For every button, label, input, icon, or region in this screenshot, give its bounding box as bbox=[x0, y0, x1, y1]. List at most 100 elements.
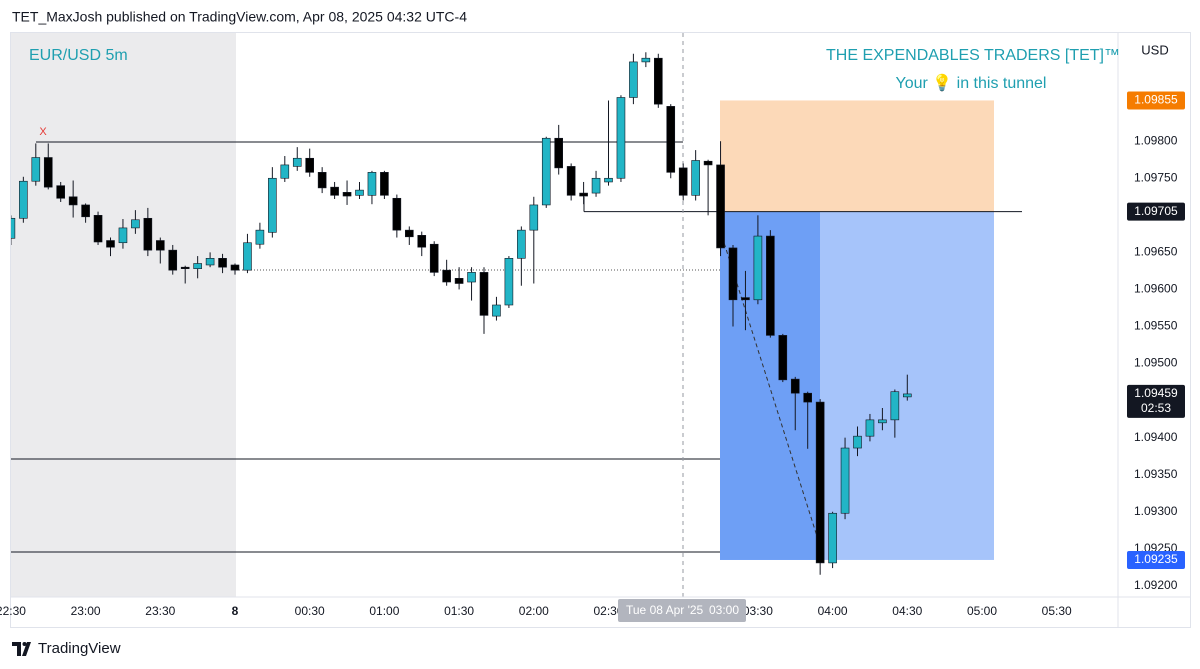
candle-body bbox=[541, 137, 551, 206]
x-tick-label: 04:30 bbox=[892, 604, 922, 618]
y-tick-label: 1.09500 bbox=[1134, 356, 1178, 370]
candle-body bbox=[255, 229, 265, 245]
stop-price: 1.09855 bbox=[1134, 93, 1178, 107]
candle-body bbox=[342, 192, 352, 197]
currency[interactable]: USD bbox=[1141, 42, 1168, 57]
x-tick-label: 23:30 bbox=[145, 604, 175, 618]
footer: TradingView bbox=[38, 640, 121, 657]
header: TET_MaxJosh published on TradingView.com… bbox=[12, 9, 467, 25]
candle-body bbox=[766, 235, 775, 336]
candle-body bbox=[517, 229, 526, 259]
x-tick-label: 00:30 bbox=[295, 604, 325, 618]
crosshair-label-box bbox=[618, 599, 746, 622]
x-tick-label: 05:30 bbox=[1042, 604, 1072, 618]
candle-body bbox=[429, 243, 439, 273]
candle-body bbox=[479, 272, 489, 316]
target-price: 1.09235 bbox=[1134, 552, 1178, 566]
y-tick-label: 1.09300 bbox=[1134, 504, 1178, 518]
crosshair-date: Tue 08 Apr '25 bbox=[626, 603, 704, 617]
x-tick-label: 8 bbox=[232, 604, 239, 618]
candle-body bbox=[367, 172, 377, 196]
x-tick-label: 01:00 bbox=[369, 604, 399, 618]
candle-body bbox=[392, 197, 402, 231]
y-tick-label: 1.09600 bbox=[1134, 282, 1178, 296]
candle-body bbox=[579, 192, 588, 197]
session-shade bbox=[11, 33, 236, 597]
candle-body bbox=[442, 269, 451, 283]
candle-body bbox=[218, 258, 227, 268]
candle-body bbox=[205, 258, 215, 266]
current-price: 1.09459 bbox=[1134, 386, 1178, 400]
candle-body bbox=[853, 435, 862, 449]
x-tick-label: 03:30 bbox=[743, 604, 773, 618]
candle-body bbox=[604, 177, 613, 183]
countdown: 02:53 bbox=[1141, 401, 1171, 415]
marker: X bbox=[39, 126, 47, 138]
candle-body bbox=[504, 258, 514, 306]
stop-zone bbox=[720, 100, 994, 212]
candle-body bbox=[666, 106, 676, 173]
candle-body bbox=[355, 189, 364, 196]
candle-body bbox=[280, 164, 290, 179]
candle-body bbox=[529, 204, 539, 231]
candle-body bbox=[554, 137, 564, 169]
candle-body bbox=[243, 242, 252, 271]
candle-body bbox=[716, 164, 725, 249]
y-tick-label: 1.09750 bbox=[1134, 170, 1178, 184]
target-price-box bbox=[1127, 550, 1185, 569]
candle-body bbox=[305, 157, 315, 173]
entry-price: 1.09705 bbox=[1134, 204, 1178, 218]
candle-body bbox=[56, 185, 66, 199]
candle-body bbox=[815, 401, 825, 564]
plot-area: XNY 00 bbox=[11, 33, 1022, 597]
candle-body bbox=[591, 177, 601, 194]
symbol-title: EUR/USD 5m bbox=[29, 47, 128, 64]
crosshair-time: 03:00 bbox=[709, 603, 739, 617]
entry-price-box bbox=[1127, 202, 1185, 221]
candle-body bbox=[68, 196, 78, 206]
candle-body bbox=[902, 393, 912, 398]
candle-body bbox=[703, 160, 713, 166]
candle-body bbox=[653, 57, 663, 105]
y-tick-label: 1.09550 bbox=[1134, 319, 1178, 333]
x-tick-label: 04:00 bbox=[818, 604, 848, 618]
candle-body bbox=[728, 247, 738, 301]
candle-body bbox=[11, 217, 16, 239]
candle-body bbox=[118, 227, 128, 244]
candle-body bbox=[753, 235, 763, 301]
candle-body bbox=[143, 217, 153, 251]
candle-body bbox=[43, 157, 53, 188]
candle-body bbox=[131, 219, 140, 229]
x-tick-label: 01:30 bbox=[444, 604, 474, 618]
candle-body bbox=[106, 240, 115, 248]
candle-body bbox=[230, 264, 240, 271]
candle-body bbox=[492, 304, 501, 317]
candle-body bbox=[741, 297, 750, 301]
candle-body bbox=[81, 204, 90, 218]
candle-body bbox=[330, 186, 339, 196]
footer-logo bbox=[12, 642, 31, 656]
candle-body bbox=[19, 180, 28, 219]
stop-price-box bbox=[1127, 91, 1185, 110]
candle-body bbox=[193, 263, 202, 269]
candle-body bbox=[691, 160, 700, 196]
x-tick-label: 02:30 bbox=[593, 604, 623, 618]
candle-body bbox=[467, 272, 476, 283]
candle-body bbox=[31, 157, 41, 182]
candle-body bbox=[417, 235, 427, 248]
candle-body bbox=[180, 266, 190, 269]
y-tick-label: 1.09400 bbox=[1134, 430, 1178, 444]
candle-body bbox=[404, 229, 414, 238]
candle-body bbox=[790, 378, 800, 394]
candle-body bbox=[93, 215, 103, 243]
x-tick-label: 22:30 bbox=[0, 604, 26, 618]
candle-body bbox=[890, 391, 900, 421]
candle-body bbox=[268, 177, 277, 233]
watermark-line1: THE EXPENDABLES TRADERS [TET]™ bbox=[826, 47, 1120, 64]
y-tick-label: 1.09350 bbox=[1134, 467, 1178, 481]
candle-body bbox=[380, 172, 389, 196]
watermark-line2: Your 💡 in this tunnel bbox=[896, 73, 1047, 92]
candle-body bbox=[168, 249, 178, 271]
candle-body bbox=[828, 512, 837, 564]
